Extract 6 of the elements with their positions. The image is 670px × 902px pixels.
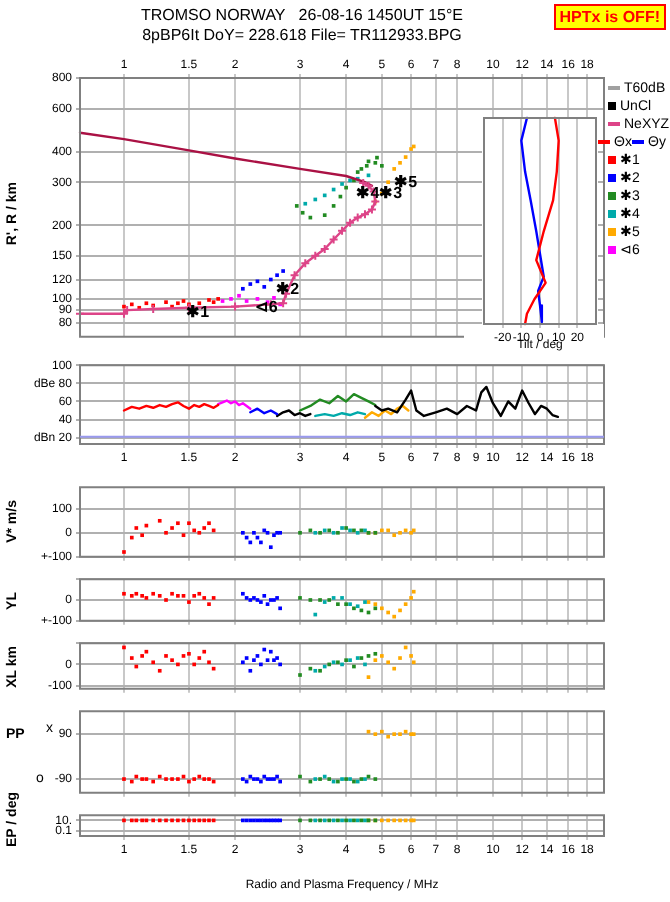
annotation: ⊲6 (254, 298, 279, 317)
text: HPTx is OFF! (553, 4, 666, 30)
annotation: ✱1 (186, 302, 211, 321)
chart-subtitle: 8pBP6It DoY= 228.618 File= TR112933.BPG (140, 26, 464, 44)
annotation: ✱5 (394, 172, 419, 191)
chart-title: TROMSO NORWAY 26-08-16 1450UT 15°E (140, 6, 464, 24)
